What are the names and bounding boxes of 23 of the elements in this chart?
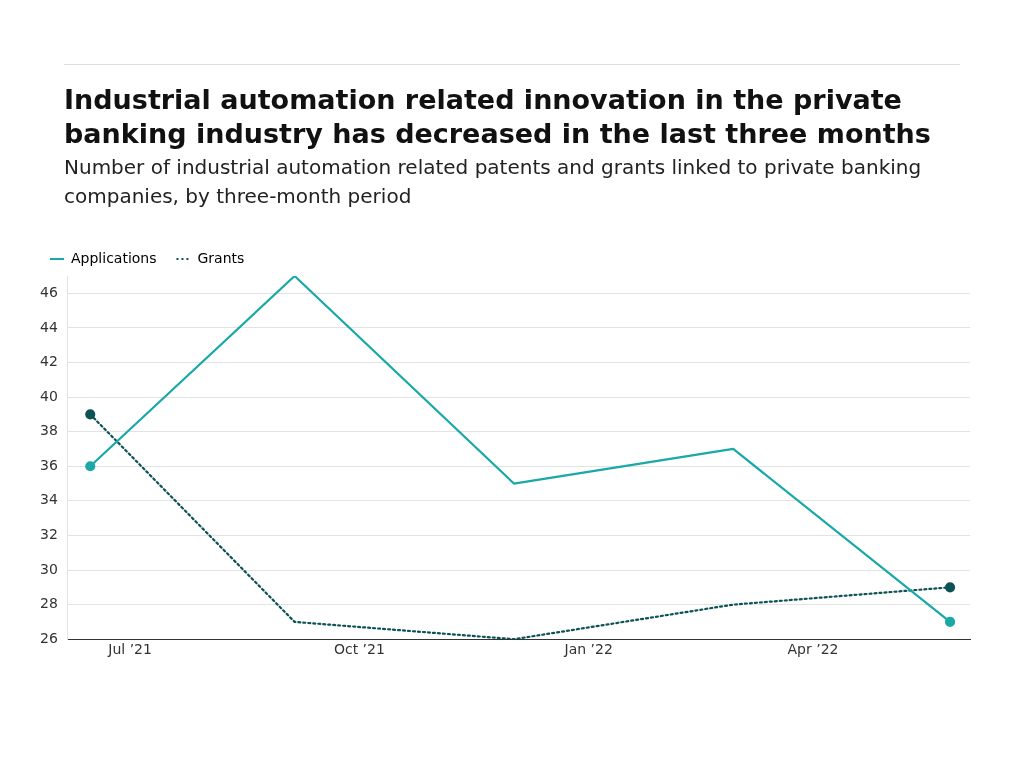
chart-subtitle: Number of industrial automation related patents and grants linked to private banking companies, by three-month period (64, 154, 923, 210)
y-tick-label: 28 (39, 595, 58, 612)
y-tick-label: 40 (39, 387, 58, 404)
chart-title: Industrial automation related innovation in the private banking industry has decreased in the last three months (64, 83, 932, 151)
y-tick-label: 26 (39, 629, 58, 646)
x-tick-label: Apr ’22 (787, 641, 839, 658)
y-tick-label: 46 (39, 283, 58, 300)
point (85, 461, 96, 472)
y-tick-label: 34 (39, 491, 58, 508)
y-tick-label: 32 (39, 526, 58, 543)
x-tick-label: Jul ’21 (107, 641, 152, 658)
point (944, 582, 956, 593)
legend-label: Applications (71, 249, 157, 266)
y-tick-label: 30 (39, 560, 58, 577)
y-tick-label: 42 (39, 353, 58, 370)
y-tick-label: 38 (39, 422, 58, 439)
x-tick-label: Oct ’21 (333, 641, 385, 658)
point (944, 616, 956, 628)
y-tick-label: 44 (39, 318, 58, 335)
legend-label: Grants (197, 249, 245, 266)
y-tick-label: 36 (39, 456, 58, 473)
x-tick-label: Jan ’22 (563, 641, 613, 658)
point (85, 409, 96, 420)
